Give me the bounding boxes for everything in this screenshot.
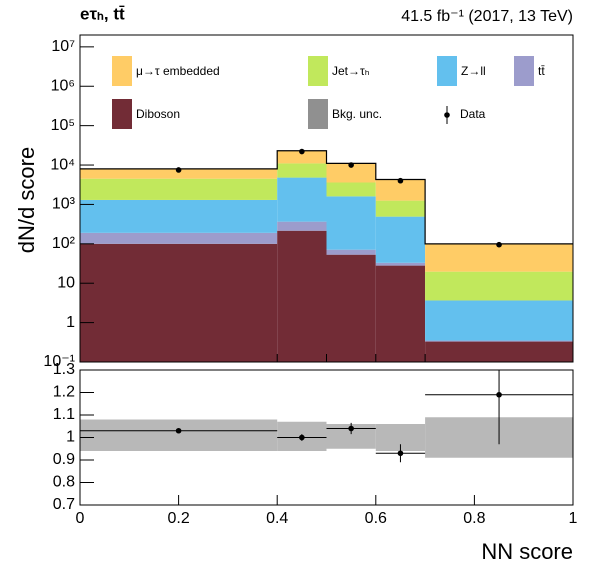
histogram-segment (80, 199, 278, 233)
legend-label: μ→τ embedded (136, 64, 220, 78)
legend-label: Diboson (136, 107, 180, 121)
histogram-segment (375, 262, 426, 266)
histogram-segment (326, 254, 376, 362)
y-tick-label: 1.3 (53, 361, 75, 378)
y-tick-label: 10³ (52, 196, 76, 213)
y-axis-label: dN/d score (14, 147, 39, 253)
legend-label: Data (460, 107, 486, 121)
y-tick-label: 1 (66, 314, 75, 331)
y-tick-label: 0.8 (53, 474, 75, 491)
histogram-segment (375, 265, 426, 362)
ratio-frame (79, 369, 574, 506)
y-tick-label: 10² (52, 235, 76, 252)
chart-title: eτₕ, tt̄ (80, 4, 125, 23)
data-point (397, 177, 404, 184)
ratio-point (496, 391, 502, 398)
y-tick-label: 10⁶ (51, 77, 75, 94)
data-point (175, 167, 182, 173)
data-point (348, 162, 354, 168)
histogram-segment (425, 243, 573, 272)
y-tick-label: 10⁴ (50, 156, 75, 173)
y-tick-label: 10⁷ (51, 38, 75, 55)
legend-marker (444, 112, 450, 118)
legend-label: Jet→τₕ (332, 64, 370, 78)
data-point (496, 241, 502, 248)
histogram-segment (425, 271, 573, 301)
legend-label: tt̄ (538, 64, 545, 78)
x-tick-label: 0.6 (365, 510, 387, 527)
histogram-segment (375, 200, 426, 217)
axes: 10⁻¹11010²10³10⁴10⁵10⁶10⁷0.70.80.911.11.… (43, 38, 577, 527)
legend-label: Z→ll (461, 64, 486, 78)
histogram-segment (277, 150, 327, 164)
histogram-segment (277, 163, 327, 178)
x-tick-label: 1 (569, 510, 578, 527)
y-tick-label: 1.1 (53, 406, 75, 423)
legend-swatch (112, 99, 132, 129)
histogram-segment (425, 341, 573, 362)
legend-swatch (308, 56, 328, 86)
legend-swatch (308, 99, 328, 129)
ratio-point (299, 434, 305, 441)
ratio-point (397, 450, 404, 457)
x-tick-label: 0.2 (167, 510, 189, 527)
histogram-segment (425, 300, 573, 341)
ratio-point (175, 427, 182, 434)
main-frame (79, 34, 574, 363)
x-tick-label: 0.8 (463, 510, 485, 527)
legend: Diboson tt̄ Z→ll Jet→τₕ μ→τ embedded Bkg. unc… (112, 56, 545, 129)
ratio-point (348, 425, 354, 432)
main-plot (80, 148, 573, 362)
histogram-segment (326, 182, 376, 197)
legend-swatch (112, 56, 132, 86)
histogram-segment (80, 243, 278, 362)
histogram-segment (80, 168, 278, 179)
x-tick-label: 0 (76, 510, 85, 527)
histogram-segment (277, 177, 327, 222)
y-tick-label: 0.7 (53, 496, 75, 513)
y-tick-label: 1 (66, 429, 75, 446)
y-tick-label: 10 (57, 274, 75, 291)
ratio-plot (80, 370, 573, 463)
chart-subtitle: 41.5 fb⁻¹ (2017, 13 TeV) (401, 8, 573, 25)
x-tick-label: 0.4 (266, 510, 288, 527)
histogram-segment (80, 232, 278, 244)
histogram-segment (80, 178, 278, 200)
y-tick-label: 10⁻¹ (43, 353, 75, 370)
uncertainty-band (80, 419, 278, 451)
y-tick-label: 0.9 (53, 451, 75, 468)
histogram-segment (277, 230, 327, 362)
histogram-segment (277, 221, 327, 231)
y-tick-label: 1.2 (53, 384, 75, 401)
histogram-segment (425, 340, 573, 342)
y-tick-label: 10⁵ (51, 117, 75, 134)
x-axis-label: NN score (481, 539, 573, 564)
data-point (299, 148, 305, 155)
histogram-segment (375, 216, 426, 263)
legend-swatch (437, 56, 457, 86)
legend-label: Bkg. unc. (332, 107, 382, 121)
histogram-segment (375, 179, 426, 201)
histogram-segment (326, 249, 376, 255)
legend-swatch (514, 56, 534, 86)
histogram-segment (326, 196, 376, 250)
histogram-segment (326, 163, 376, 183)
